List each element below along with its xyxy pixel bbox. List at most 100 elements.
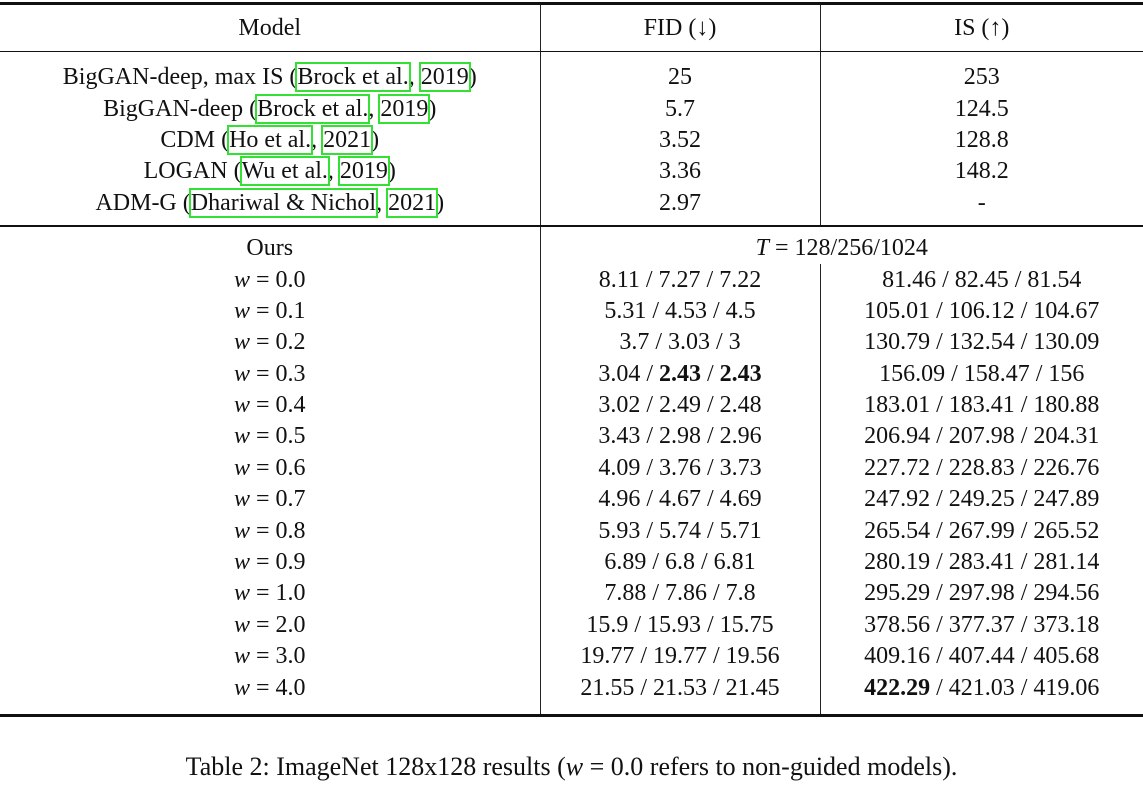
guidance-cell: w = 0.7 (0, 484, 540, 515)
fid-cell: 3.43 / 2.98 / 2.96 (539, 421, 820, 453)
is-cell: 409.16 / 407.44 / 405.68 (819, 641, 1143, 673)
citation-link[interactable]: Wu et al. (239, 156, 330, 187)
fid-value: 3.02 / 2.49 / 2.48 (598, 392, 762, 419)
fid-value: 3.04 / (598, 360, 659, 387)
table-row: w = 0.2 3.7 / 3.03 / 3 130.79 / 132.54 / 1… (0, 327, 1143, 359)
model-cell: BigGAN-deep (Brock et al., 2019) (0, 93, 540, 124)
citation-link[interactable]: 2021 (321, 124, 374, 155)
table-body: BigGAN-deep, max IS (Brock et al., 2019)… (0, 51, 1143, 717)
is-cell: 378.56 / 377.37 / 373.18 (819, 609, 1143, 642)
citation-link[interactable]: Dhariwal & Nichol (188, 187, 379, 218)
is-value: 295.29 / 297.98 / 294.56 (864, 580, 1100, 607)
model-cell: LOGAN (Wu et al., 2019) (0, 156, 540, 187)
is-value: 227.72 / 228.83 / 226.76 (864, 454, 1100, 481)
table-row: w = 3.0 19.77 / 19.77 / 19.56 409.16 / 407… (0, 641, 1143, 673)
guidance-cell: w = 0.9 (0, 547, 540, 578)
fid-value: 6.89 / 6.8 / 6.81 (604, 549, 756, 576)
model-text: ADM-G ( (95, 189, 191, 216)
is-cell: 206.94 / 207.98 / 204.31 (819, 421, 1143, 453)
table-row: w = 0.5 3.43 / 2.98 / 2.96 206.94 / 207.98… (0, 421, 1143, 453)
table-row: w = 2.0 15.9 / 15.93 / 15.75 378.56 / 377.… (0, 609, 1143, 642)
guidance-weight: w = 0.8 (233, 517, 306, 544)
fid-cell: 2.97 (539, 187, 820, 227)
is-value: 378.56 / 377.37 / 373.18 (864, 611, 1100, 638)
guidance-cell: w = 1.0 (0, 578, 540, 609)
fid-cell: 15.9 / 15.93 / 15.75 (539, 609, 820, 642)
is-value: 409.16 / 407.44 / 405.68 (864, 643, 1100, 670)
guidance-weight: w = 0.1 (233, 297, 306, 324)
guidance-weight: w = 0.3 (233, 360, 306, 387)
table-row: w = 0.7 4.96 / 4.67 / 4.69 247.92 / 249.25… (0, 484, 1143, 516)
model-cell: ADM-G (Dhariwal & Nichol, 2021) (0, 187, 540, 227)
guidance-weight: w = 0.4 (233, 392, 306, 419)
is-value: 148.2 (954, 158, 1009, 185)
citation-link[interactable]: 2021 (386, 187, 439, 218)
fid-value: / (701, 360, 720, 387)
guidance-weight: w = 3.0 (233, 643, 306, 670)
table-row: w = 0.0 8.11 / 7.27 / 7.22 81.46 / 82.45 /… (0, 264, 1143, 296)
table-row: w = 0.9 6.89 / 6.8 / 6.81 280.19 / 283.41 … (0, 546, 1143, 579)
model-text: , (311, 126, 324, 153)
guidance-cell: w = 3.0 (0, 641, 540, 672)
is-cell: 265.54 / 267.99 / 265.52 (819, 515, 1143, 547)
table-row: w = 0.6 4.09 / 3.76 / 3.73 227.72 / 228.83… (0, 452, 1143, 485)
is-value: 81.46 / 82.45 / 81.54 (882, 266, 1082, 293)
fid-value: 3.52 (659, 126, 701, 153)
is-value: 124.5 (954, 95, 1009, 122)
guidance-cell: w = 0.4 (0, 390, 540, 421)
citation-link[interactable]: Brock et al. (255, 93, 371, 124)
guidance-cell: w = 0.5 (0, 421, 540, 452)
guidance-weight: w = 0.7 (233, 486, 306, 513)
setting-cell: T = 128/256/1024 (539, 225, 1143, 265)
table-row: CDM (Ho et al., 2021) 3.52 128.8 (0, 124, 1143, 157)
is-cell: - (819, 187, 1143, 227)
fid-cell: 4.96 / 4.67 / 4.69 (539, 484, 820, 516)
guidance-weight: w = 2.0 (233, 611, 306, 638)
is-cell: 295.29 / 297.98 / 294.56 (819, 578, 1143, 610)
fid-value: 4.09 / 3.76 / 3.73 (598, 454, 762, 481)
citation-link[interactable]: Brock et al. (295, 62, 411, 93)
guidance-weight: w = 0.5 (233, 423, 306, 450)
fid-cell: 8.11 / 7.27 / 7.22 (539, 264, 820, 296)
fid-cell: 3.52 (539, 124, 820, 157)
model-cell: BigGAN-deep, max IS (Brock et al., 2019) (0, 52, 540, 94)
is-cell: 105.01 / 106.12 / 104.67 (819, 295, 1143, 328)
fid-cell: 6.89 / 6.8 / 6.81 (539, 546, 820, 579)
is-value: 247.92 / 249.25 / 247.89 (864, 486, 1100, 513)
is-value: 265.54 / 267.99 / 265.52 (864, 517, 1100, 544)
is-value: 105.01 / 106.12 / 104.67 (864, 297, 1100, 324)
guidance-cell: w = 0.2 (0, 327, 540, 358)
table-row: Ours T = 128/256/1024 (0, 225, 1143, 265)
table-row: ADM-G (Dhariwal & Nichol, 2021) 2.97 - (0, 187, 1143, 227)
is-cell: 124.5 (819, 93, 1143, 125)
guidance-weight: w = 0.6 (233, 454, 306, 481)
fid-value: 5.7 (665, 95, 695, 122)
model-text: , (327, 158, 340, 185)
is-value: 422.29 (864, 674, 931, 701)
caption-text: refers to non-guided models). (643, 752, 958, 781)
fid-value: 5.93 / 5.74 / 5.71 (598, 517, 762, 544)
fid-value: 25 (668, 64, 692, 91)
model-text: ) (468, 64, 477, 91)
fid-cell: 21.55 / 21.53 / 21.45 (539, 672, 820, 717)
model-text: ) (387, 158, 396, 185)
table-row: BigGAN-deep, max IS (Brock et al., 2019)… (0, 51, 1143, 94)
is-value: 128.8 (954, 126, 1009, 153)
model-text: , (408, 64, 421, 91)
guidance-weight: w = 0.0 (233, 266, 306, 293)
citation-link[interactable]: 2019 (337, 156, 390, 187)
guidance-cell: w = 2.0 (0, 610, 540, 641)
fid-value: 21.55 / 21.53 / 21.45 (580, 674, 780, 701)
is-value: 183.01 / 183.41 / 180.88 (864, 392, 1100, 419)
citation-link[interactable]: Ho et al. (227, 124, 314, 155)
guidance-cell: w = 0.3 (0, 359, 540, 390)
is-cell: 422.29 / 421.03 / 419.06 (819, 672, 1143, 717)
citation-link[interactable]: 2019 (378, 93, 431, 124)
citation-link[interactable]: 2019 (418, 62, 471, 93)
fid-value: 4.96 / 4.67 / 4.69 (598, 486, 762, 513)
table-row: w = 0.8 5.93 / 5.74 / 5.71 265.54 / 267.99… (0, 515, 1143, 547)
guidance-cell: w = 0.1 (0, 296, 540, 327)
fid-cell: 5.31 / 4.53 / 4.5 (539, 295, 820, 328)
caption: Table 2: ImageNet 128x128 results (w = 0… (0, 752, 1143, 782)
model-text: BigGAN-deep, max IS ( (62, 64, 298, 91)
